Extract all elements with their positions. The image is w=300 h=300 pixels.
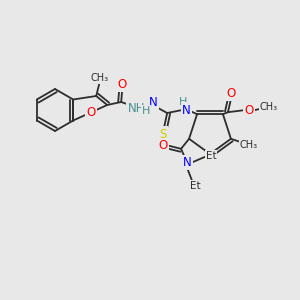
Text: NH: NH xyxy=(128,103,145,116)
Text: O: O xyxy=(158,139,168,152)
Text: CH₃: CH₃ xyxy=(90,73,108,83)
Text: N: N xyxy=(182,103,190,116)
Text: S: S xyxy=(160,128,167,140)
Text: O: O xyxy=(226,87,236,100)
Text: S: S xyxy=(207,152,215,164)
Text: O: O xyxy=(118,77,127,91)
Text: CH₃: CH₃ xyxy=(260,102,278,112)
Text: Et: Et xyxy=(206,151,216,161)
Text: O: O xyxy=(87,106,96,119)
Text: Et: Et xyxy=(190,181,200,191)
Text: H: H xyxy=(179,97,188,107)
Text: H: H xyxy=(142,106,150,116)
Text: CH₃: CH₃ xyxy=(240,140,258,150)
Text: N: N xyxy=(183,156,191,169)
Text: O: O xyxy=(244,104,254,117)
Text: N: N xyxy=(149,97,158,110)
